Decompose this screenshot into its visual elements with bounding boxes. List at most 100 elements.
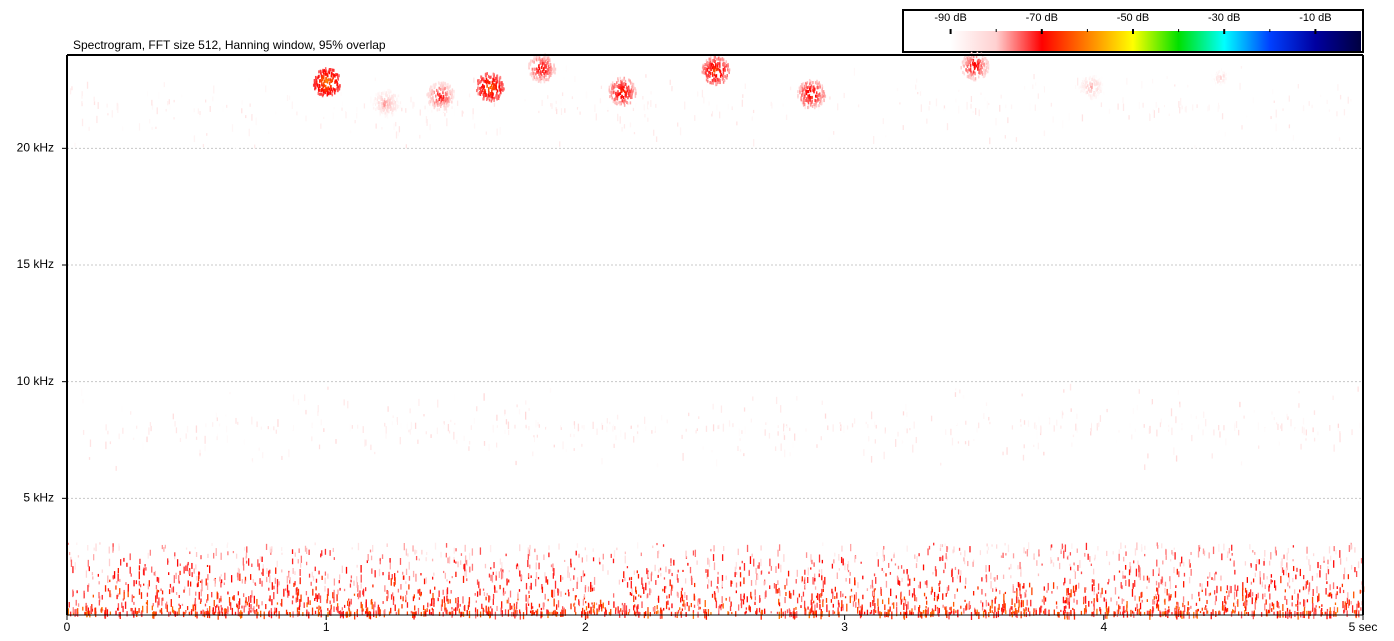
- noise-cell: [1114, 72, 1115, 77]
- noise-cell: [125, 602, 126, 609]
- noise-cell: [1205, 588, 1206, 595]
- call-cell: [442, 89, 444, 92]
- noise-cell: [724, 116, 725, 122]
- noise-cell: [896, 116, 897, 120]
- noise-cell: [977, 586, 978, 589]
- noise-cell: [154, 409, 155, 413]
- noise-cell: [1265, 585, 1266, 589]
- noise-cell: [460, 560, 461, 565]
- call-cell: [318, 70, 320, 73]
- noise-cell: [180, 563, 181, 566]
- noise-cell: [396, 454, 397, 461]
- noise-cell: [756, 610, 757, 615]
- noise-cell: [1063, 551, 1064, 559]
- noise-cell: [306, 591, 307, 595]
- noise-cell: [312, 572, 313, 578]
- noise-cell: [183, 567, 184, 574]
- noise-cell: [631, 581, 632, 589]
- noise-cell: [235, 418, 236, 424]
- noise-cell: [128, 424, 129, 431]
- noise-cell: [1090, 421, 1091, 428]
- noise-cell: [418, 608, 419, 614]
- noise-cell: [300, 595, 301, 602]
- noise-cell: [736, 583, 737, 588]
- noise-cell: [896, 607, 897, 613]
- noise-cell: [708, 435, 709, 441]
- noise-cell: [1226, 591, 1227, 593]
- noise-cell: [956, 418, 957, 426]
- noise-cell: [1137, 405, 1138, 411]
- noise-cell: [454, 423, 455, 425]
- noise-cell: [710, 549, 711, 551]
- noise-cell: [918, 607, 919, 612]
- noise-cell: [405, 108, 406, 113]
- noise-cell: [1303, 599, 1304, 606]
- noise-cell: [736, 121, 737, 125]
- noise-cell: [696, 560, 697, 564]
- noise-cell: [169, 105, 170, 110]
- noise-cell: [741, 430, 742, 434]
- noise-cell: [916, 79, 917, 83]
- noise-cell: [1128, 579, 1129, 586]
- noise-cell: [1227, 595, 1228, 599]
- noise-cell: [837, 103, 838, 110]
- noise-cell: [140, 454, 141, 458]
- noise-cell: [923, 564, 924, 570]
- noise-cell: [1024, 420, 1025, 424]
- noise-cell: [590, 112, 591, 116]
- noise-cell: [124, 592, 125, 600]
- noise-cell: [1069, 601, 1070, 608]
- noise-cell: [1275, 547, 1276, 554]
- noise-cell: [906, 569, 907, 574]
- noise-cell: [493, 599, 494, 605]
- noise-cell: [824, 102, 825, 106]
- noise-cell: [899, 102, 900, 104]
- noise-cell: [474, 418, 475, 424]
- noise-cell: [1003, 609, 1004, 613]
- noise-cell: [953, 546, 954, 552]
- noise-cell: [206, 599, 207, 603]
- noise-cell: [1267, 576, 1268, 579]
- noise-cell: [266, 568, 267, 574]
- noise-cell: [1100, 415, 1101, 422]
- noise-cell: [953, 611, 954, 613]
- call-cell: [314, 84, 316, 87]
- noise-cell: [543, 555, 544, 561]
- noise-cell: [193, 421, 194, 429]
- noise-cell: [1264, 593, 1265, 597]
- noise-cell: [1003, 600, 1004, 607]
- noise-cell: [1144, 612, 1145, 614]
- noise-cell: [207, 574, 208, 580]
- noise-cell: [968, 441, 969, 446]
- noise-cell: [722, 596, 723, 603]
- noise-cell: [356, 576, 357, 583]
- call-cell: [433, 83, 435, 86]
- noise-cell: [1122, 443, 1123, 448]
- noise-cell: [1330, 607, 1331, 614]
- noise-cell: [888, 105, 889, 109]
- noise-cell: [150, 127, 151, 135]
- noise-cell: [530, 611, 531, 614]
- noise-cell: [1016, 426, 1017, 431]
- noise-cell: [1057, 586, 1058, 589]
- noise-cell: [120, 105, 121, 113]
- noise-cell: [1266, 599, 1267, 604]
- noise-cell: [490, 545, 491, 552]
- noise-cell: [133, 602, 134, 605]
- noise-cell: [874, 573, 875, 576]
- noise-cell: [917, 66, 918, 71]
- noise-cell: [352, 443, 353, 445]
- noise-cell: [171, 599, 172, 607]
- noise-cell: [1175, 416, 1176, 423]
- x-tick-label: 3: [841, 620, 848, 634]
- noise-cell: [376, 124, 377, 129]
- noise-cell: [237, 422, 238, 425]
- noise-cell: [1310, 112, 1311, 114]
- noise-cell: [1133, 97, 1134, 102]
- noise-cell: [488, 444, 489, 451]
- noise-cell: [646, 568, 647, 574]
- noise-cell: [435, 543, 436, 550]
- noise-cell: [584, 610, 585, 615]
- noise-cell: [408, 442, 409, 447]
- noise-cell: [1222, 410, 1223, 418]
